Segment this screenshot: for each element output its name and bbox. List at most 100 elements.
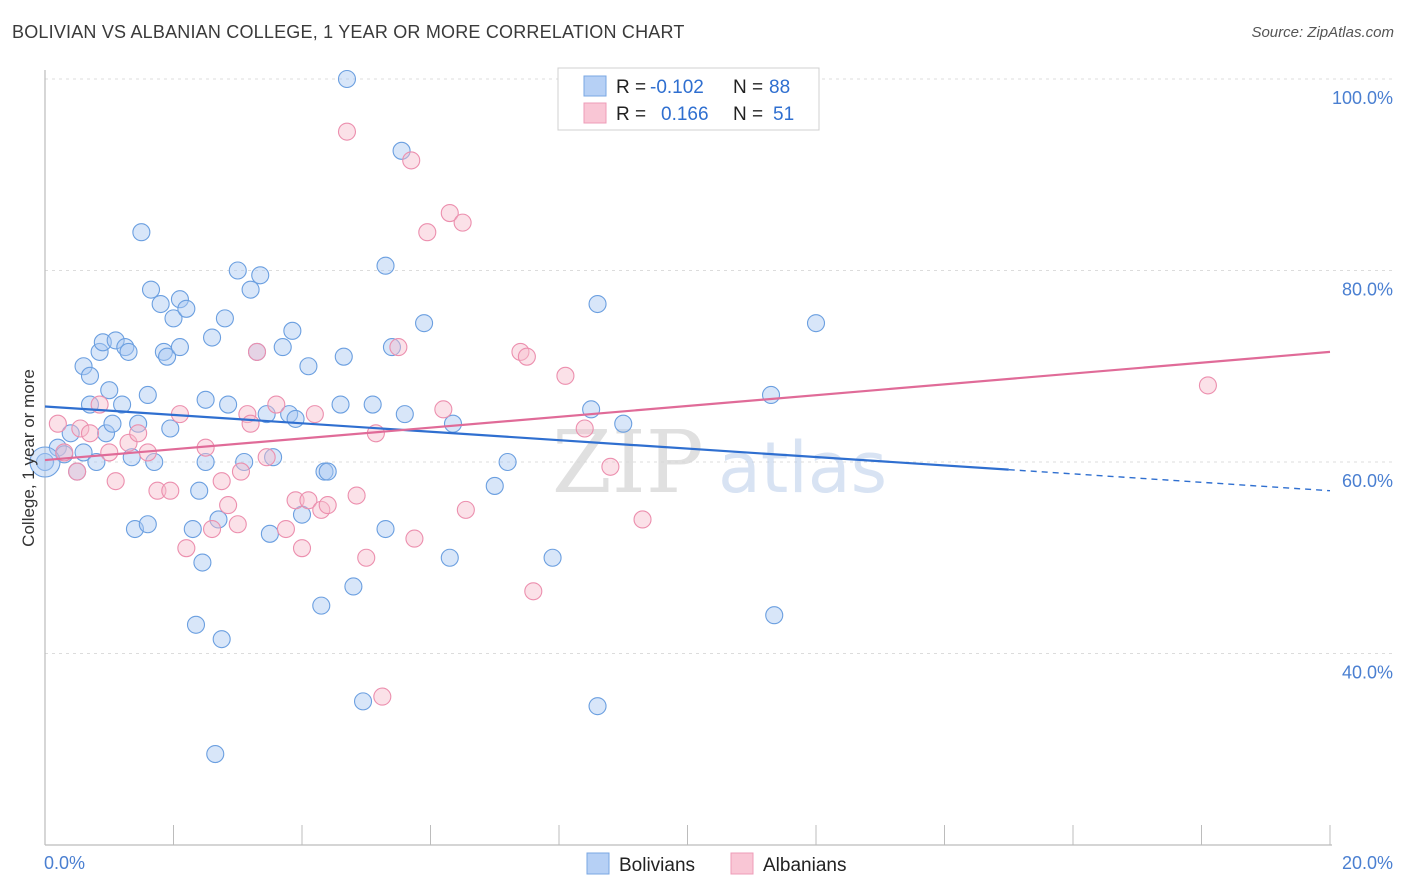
bolivian-point-56 (286, 409, 305, 428)
x-tick-label-max: 20.0% (1342, 853, 1393, 873)
bolivian-point-45 (228, 261, 247, 280)
legend-albanians-label: Albanians (763, 855, 846, 876)
bolivian-point-73 (440, 548, 459, 567)
bolivian-point-0 (35, 452, 55, 472)
trend-lines (44, 350, 1331, 492)
albanian-point-53 (1198, 376, 1217, 395)
bolivian-point-51 (260, 524, 279, 543)
albanian-point-49 (556, 366, 575, 385)
bolivian-point-79 (588, 294, 607, 314)
albanian-point-41 (418, 223, 437, 242)
bolivian-point-83 (765, 606, 784, 625)
bolivian-point-77 (543, 548, 562, 567)
watermark: ZIP atlas (552, 413, 887, 513)
bolivian-point-71 (395, 405, 414, 424)
bolivian-point-28 (158, 347, 177, 366)
legend-albanians-swatch (730, 852, 754, 875)
bolivian-point-32 (170, 338, 189, 357)
albanian-point-52 (633, 510, 652, 529)
bolivian-point-43 (215, 309, 234, 328)
series-albanians (48, 122, 1217, 706)
bolivian-point-16 (113, 395, 132, 414)
albanian-point-29 (299, 491, 318, 510)
bolivian-point-59 (312, 596, 331, 615)
albanian-point-43 (440, 204, 459, 223)
legend-n-value-1: 88 (769, 77, 790, 98)
bolivian-point-14 (103, 414, 122, 433)
bolivian-point-66 (353, 692, 373, 711)
bolivian-point-72 (415, 314, 434, 333)
bolivian-point-52 (264, 448, 283, 467)
albanian-point-11 (148, 481, 167, 500)
bolivian-point-6 (74, 357, 93, 376)
bolivian-point-24 (141, 280, 161, 299)
albanian-point-6 (100, 443, 119, 462)
series-bolivians (29, 69, 826, 764)
bolivian-point-68 (376, 519, 395, 539)
bolivian-point-9 (87, 452, 106, 472)
legend-bolivians-label: Bolivians (619, 855, 695, 876)
bolivian-point-21 (132, 223, 151, 242)
albanian-point-39 (402, 151, 421, 170)
bolivians-trend-extension (1008, 468, 1331, 492)
albanian-point-18 (219, 496, 238, 515)
albanian-point-35 (357, 548, 376, 567)
albanian-point-0 (48, 414, 67, 433)
bolivian-point-46 (235, 452, 254, 472)
albanian-point-8 (119, 433, 138, 452)
y-tick-label-1: 80.0% (1342, 280, 1393, 300)
albanian-point-7 (106, 472, 125, 491)
bolivian-point-25 (145, 452, 164, 472)
albanian-point-32 (318, 496, 337, 515)
albanian-point-12 (161, 481, 180, 500)
bolivian-point-61 (318, 462, 337, 481)
bolivian-point-38 (196, 452, 215, 472)
albanians-trend-line (44, 350, 1331, 462)
bolivian-point-41 (209, 510, 228, 529)
albanian-point-33 (337, 122, 357, 141)
albanian-point-22 (241, 414, 260, 433)
bolivian-point-3 (61, 424, 80, 443)
bolivian-point-13 (100, 381, 119, 400)
albanian-point-26 (276, 519, 295, 539)
bolivian-point-23 (138, 515, 157, 534)
albanian-point-50 (575, 419, 594, 438)
albanian-point-2 (68, 462, 87, 481)
bolivian-point-82 (761, 385, 781, 405)
bolivian-point-35 (186, 615, 206, 634)
bolivian-point-39 (203, 328, 222, 347)
albanian-point-4 (80, 424, 100, 443)
bolivian-point-75 (485, 476, 504, 495)
bolivian-point-22 (138, 385, 157, 405)
albanian-point-3 (71, 419, 90, 438)
albanian-point-14 (177, 539, 196, 558)
legend-n-value-2: 51 (773, 104, 794, 125)
x-tick-label-min: 0.0% (44, 853, 85, 873)
bolivian-point-34 (183, 519, 202, 539)
albanian-point-27 (286, 491, 305, 510)
bolivian-point-76 (498, 452, 517, 472)
y-tick-label-2: 60.0% (1342, 471, 1393, 491)
x-axis-ticks (44, 825, 1331, 845)
bolivian-point-85 (193, 553, 212, 572)
bolivian-point-50 (257, 405, 276, 424)
legend-swatch-blue (583, 75, 607, 97)
bolivians-trend-line (44, 405, 1009, 471)
bolivian-point-55 (283, 321, 302, 340)
bolivian-point-65 (344, 577, 363, 596)
bolivian-point-69 (382, 338, 402, 357)
bolivian-point-81 (614, 414, 633, 433)
bolivian-point-62 (331, 395, 350, 414)
legend-swatch-pink (583, 102, 607, 124)
bolivian-cluster-point (29, 446, 61, 478)
bolivian-point-49 (251, 266, 270, 285)
albanian-point-23 (247, 342, 267, 361)
albanian-point-45 (456, 500, 475, 519)
bolivian-point-42 (212, 630, 231, 649)
bolivian-point-74 (443, 414, 463, 433)
chart-title: BOLIVIAN VS ALBANIAN COLLEGE, 1 YEAR OR … (12, 22, 685, 42)
bolivian-point-7 (80, 366, 100, 385)
bolivian-point-36 (190, 481, 209, 500)
bolivian-point-58 (299, 357, 318, 376)
correlation-legend: R = -0.102 N = 88 R = 0.166 N = 51 (557, 67, 820, 131)
